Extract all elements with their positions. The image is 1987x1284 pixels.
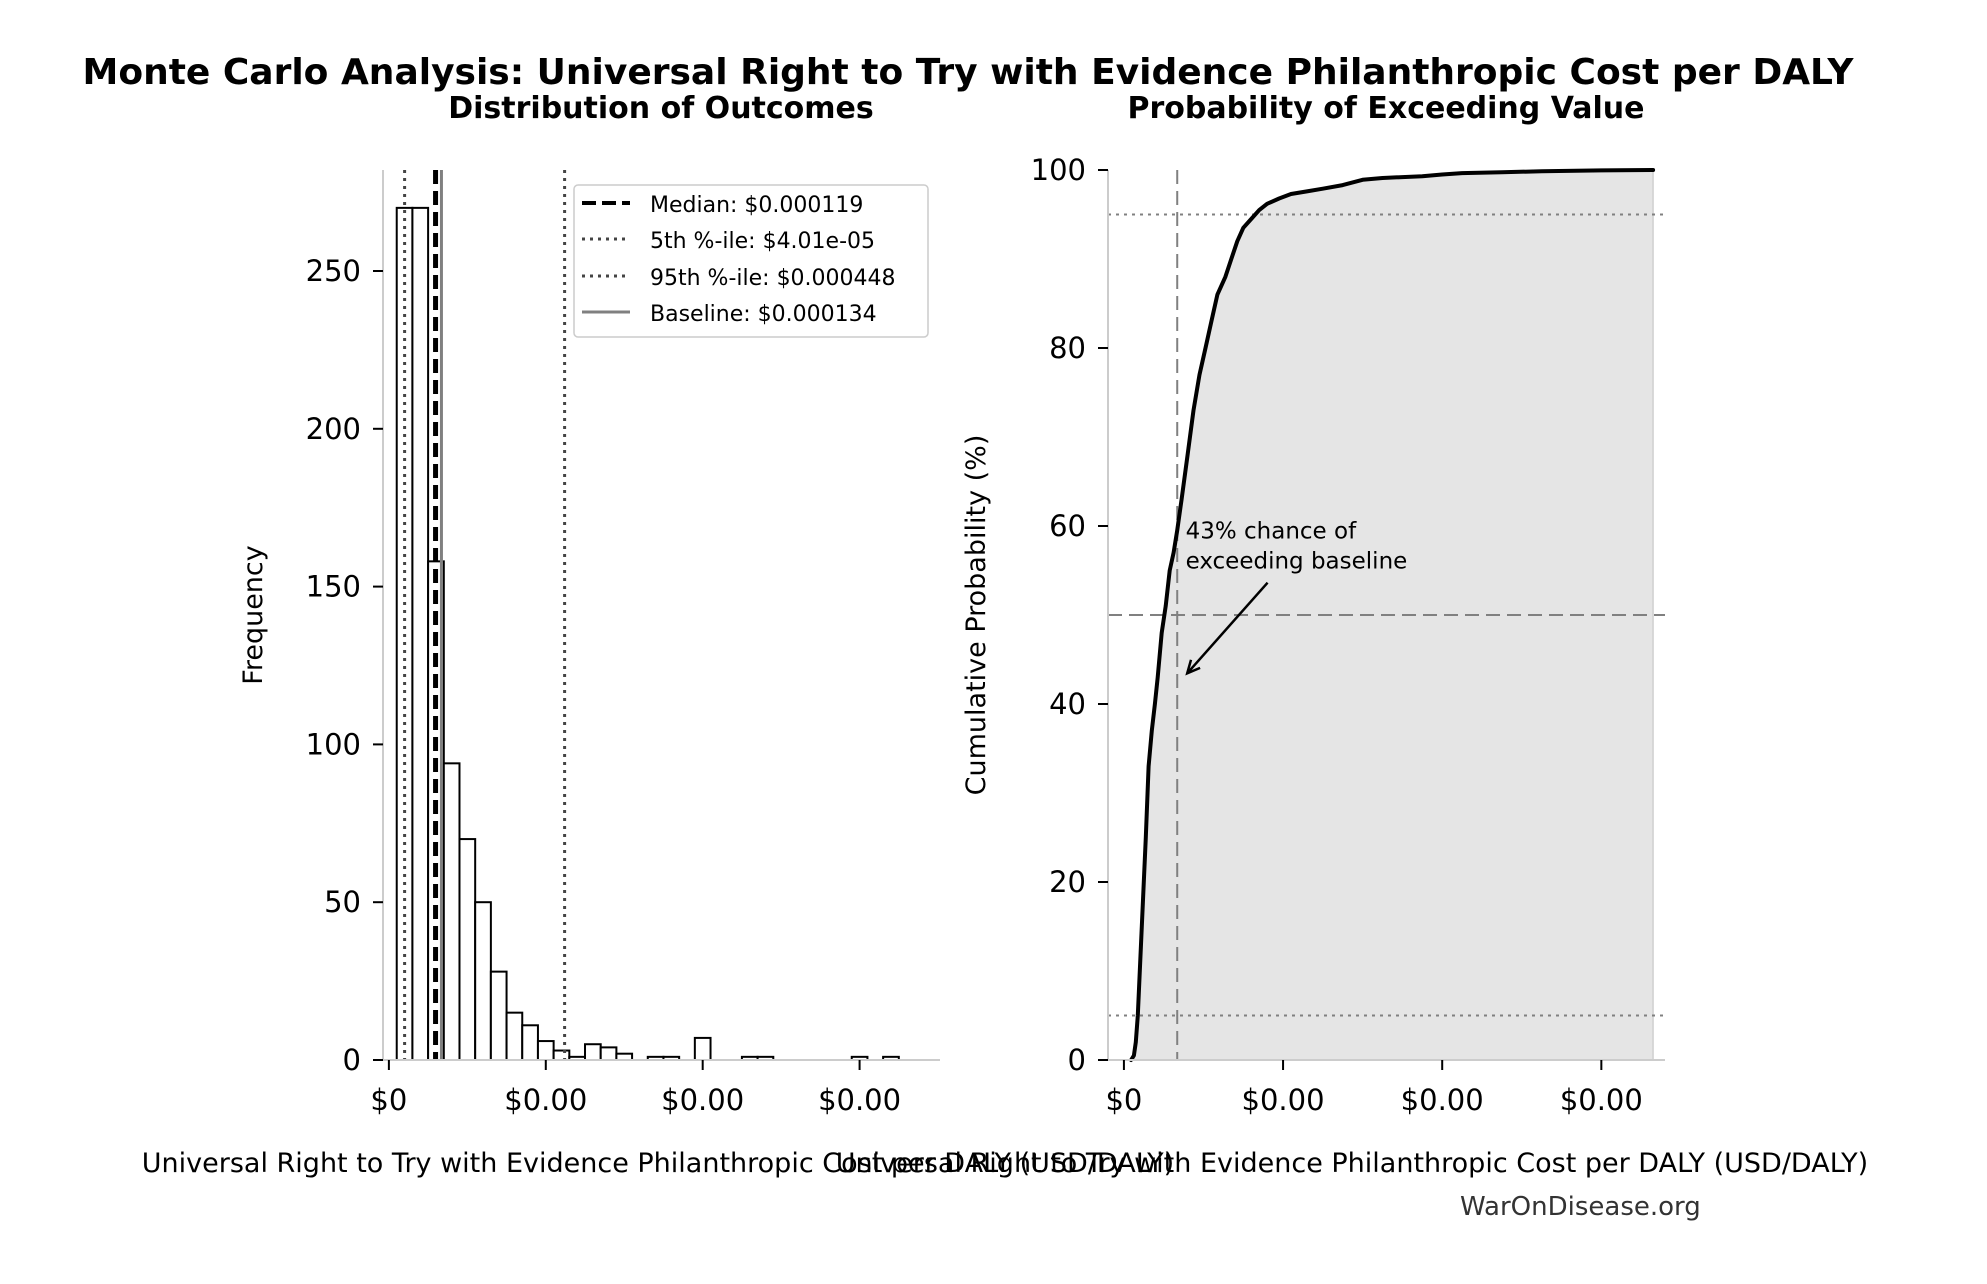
histogram-x-ticks: $0 $0.00 $0.00 $0.00 bbox=[370, 1060, 901, 1117]
histogram-bar bbox=[552, 1049, 571, 1061]
legend-baseline-label: Baseline: $0.000134 bbox=[650, 302, 877, 327]
histogram-y-axis-label: Frequency bbox=[238, 545, 269, 685]
cdf-y-axis-label: Cumulative Probability (%) bbox=[961, 435, 992, 796]
histogram-y-tick-label: 50 bbox=[324, 885, 361, 919]
histogram-title: Distribution of Outcomes bbox=[448, 91, 874, 126]
cdf-y-tick-label: 20 bbox=[1049, 865, 1086, 899]
cdf-curve bbox=[1129, 168, 1656, 1062]
annotation-arrow-shaft bbox=[1186, 581, 1269, 675]
histogram-y-tick-label: 250 bbox=[306, 254, 361, 288]
histogram-x-axis-label: Universal Right to Try with Evidence Phi… bbox=[142, 1148, 1174, 1179]
histogram-y-ticks: 0 50 100 150 200 250 bbox=[306, 254, 383, 1077]
legend-frame bbox=[573, 184, 929, 338]
histogram-panel: Distribution of Outcomes 050100150200250… bbox=[142, 91, 1174, 1179]
histogram-legend: Median: $0.000119 5th %-ile: $4.01e-05 9… bbox=[573, 184, 929, 338]
histogram-bar bbox=[693, 1036, 712, 1062]
cdf-y-tick-label: 100 bbox=[1031, 153, 1086, 187]
histogram-y-tick-label: 200 bbox=[306, 412, 361, 446]
histogram-bar bbox=[584, 1043, 602, 1061]
annotation-text-line-1: 43% chance of bbox=[1186, 519, 1358, 545]
histogram-bar bbox=[458, 838, 477, 1061]
watermark-text: WarOnDisease.org bbox=[1460, 1192, 1701, 1222]
histogram-bar bbox=[521, 1024, 539, 1062]
histogram-x-tick-label: $0 bbox=[370, 1083, 407, 1117]
figure-title: Monte Carlo Analysis: Universal Right to… bbox=[83, 52, 1855, 93]
histogram-y-tick-label: 150 bbox=[306, 570, 361, 604]
histogram-x-tick-label: $0.00 bbox=[504, 1083, 587, 1117]
histogram-bar bbox=[536, 1040, 555, 1062]
histogram-y-tick-label: 0 bbox=[343, 1043, 361, 1077]
legend-p95-label: 95th %-ile: $0.000448 bbox=[650, 266, 896, 291]
histogram-reference-lines bbox=[403, 170, 567, 1060]
histogram-bars bbox=[395, 206, 900, 1062]
legend-p5-label: 5th %-ile: $4.01e-05 bbox=[650, 229, 875, 254]
histogram-bar bbox=[505, 1011, 524, 1061]
cdf-y-ticks: 0 20 40 60 80 100 bbox=[1031, 153, 1108, 1077]
cdf-annotation: 43% chance of exceeding baseline bbox=[1185, 519, 1408, 676]
histogram-x-tick-label: $0.00 bbox=[818, 1083, 901, 1117]
cdf-x-tick-label: $0.00 bbox=[1242, 1083, 1325, 1117]
histogram-x-tick-label: $0.00 bbox=[661, 1083, 744, 1117]
cdf-y-tick-label: 0 bbox=[1068, 1043, 1086, 1077]
histogram-bar bbox=[599, 1046, 618, 1061]
cdf-title: Probability of Exceeding Value bbox=[1127, 91, 1644, 126]
annotation-text-line-2: exceeding baseline bbox=[1186, 549, 1408, 575]
cdf-y-tick-label: 80 bbox=[1049, 331, 1086, 365]
cdf-x-tick-label: $0.00 bbox=[1560, 1083, 1643, 1117]
cdf-panel: Probability of Exceeding Value 0 20 40 60 80… bbox=[836, 91, 1868, 1179]
histogram-bar bbox=[474, 901, 492, 1062]
cdf-x-tick-label: $0.00 bbox=[1401, 1083, 1484, 1117]
histogram-bar bbox=[442, 762, 461, 1061]
legend-median-label: Median: $0.000119 bbox=[650, 193, 863, 218]
cdf-x-ticks: $0 $0.00 $0.00 $0.00 bbox=[1105, 1060, 1643, 1117]
histogram-y-tick-label: 100 bbox=[306, 727, 361, 761]
histogram-bar bbox=[489, 970, 508, 1062]
cdf-y-tick-label: 40 bbox=[1049, 687, 1086, 721]
histogram-bar bbox=[411, 206, 430, 1062]
cdf-y-tick-label: 60 bbox=[1049, 509, 1086, 543]
annotation-arrow-head bbox=[1185, 659, 1201, 676]
cdf-reference-hlines bbox=[1108, 213, 1665, 1017]
cdf-x-tick-label: $0 bbox=[1105, 1083, 1142, 1117]
cdf-x-axis-label: Universal Right to Try with Evidence Phi… bbox=[836, 1148, 1868, 1179]
